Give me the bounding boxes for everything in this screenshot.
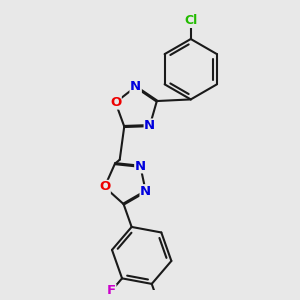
Text: N: N xyxy=(135,160,146,173)
Text: Cl: Cl xyxy=(184,14,197,27)
Text: F: F xyxy=(107,284,116,298)
Text: O: O xyxy=(99,181,110,194)
Text: O: O xyxy=(110,96,121,109)
Text: N: N xyxy=(144,119,155,132)
Text: N: N xyxy=(140,185,151,198)
Text: N: N xyxy=(130,80,141,93)
